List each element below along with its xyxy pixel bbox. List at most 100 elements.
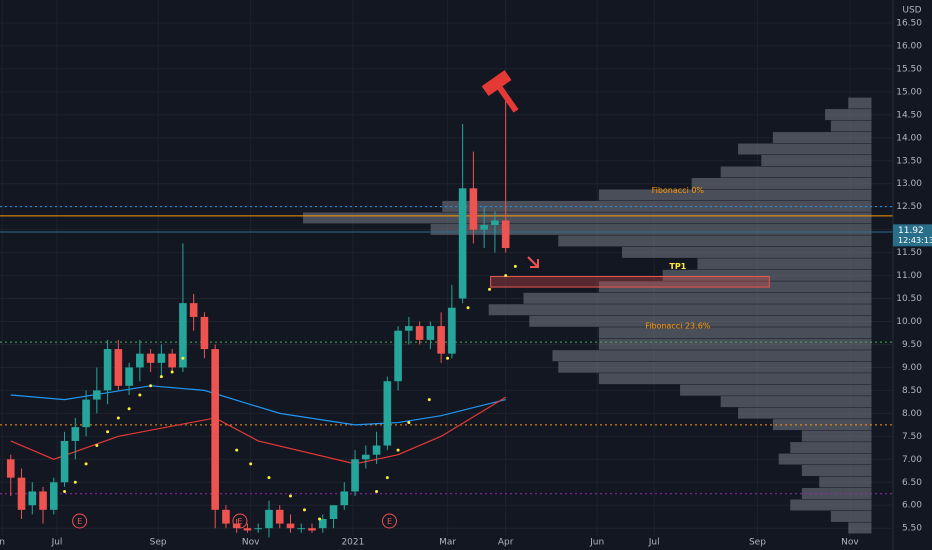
volume-profile-bar: [662, 269, 872, 281]
volume-profile-bar: [830, 120, 872, 132]
sar-dot: [385, 476, 389, 480]
volume-profile-bar: [778, 453, 872, 465]
volume-profile-bar: [720, 396, 872, 408]
candle-body: [383, 381, 392, 446]
y-tick-label: 5.50: [902, 524, 922, 534]
x-tick-label: Mar: [439, 538, 456, 548]
y-tick-label: 8.50: [902, 386, 922, 396]
candle-body: [6, 459, 15, 478]
y-tick-label: 6.50: [902, 478, 922, 488]
sar-dot: [63, 489, 67, 493]
candle-body: [448, 307, 456, 354]
sar-dot: [159, 375, 163, 379]
volume-profile-bar: [772, 132, 872, 144]
earnings-label: E: [237, 517, 242, 526]
sar-dot: [375, 489, 379, 493]
y-tick-label: 15.50: [896, 64, 922, 74]
sar-dot: [407, 421, 411, 425]
y-tick-label: 10.50: [896, 294, 922, 304]
y-tick-label: 16.50: [896, 18, 922, 28]
candle-body: [39, 491, 47, 510]
volume-profile-bar: [801, 430, 872, 442]
volume-profile-bar: [738, 407, 872, 419]
candle-body: [211, 349, 219, 510]
sar-dot: [73, 480, 77, 484]
candle-body: [394, 330, 402, 382]
y-tick-label: 12.50: [896, 202, 922, 212]
sar-dot: [149, 384, 153, 388]
volume-profile-bar: [552, 350, 872, 362]
y-tick-label: 15.00: [896, 87, 922, 97]
candle-body: [275, 509, 284, 524]
y-tick-label: 14.50: [896, 110, 922, 120]
candle-body: [469, 188, 478, 230]
volume-profile-bar: [598, 189, 872, 201]
tp-zone: [490, 275, 770, 288]
volume-profile-bar: [691, 177, 872, 189]
last-price-box: [893, 224, 932, 247]
candle-body: [405, 326, 413, 331]
last-price-label: 11.92: [898, 226, 924, 236]
candle-body: [17, 477, 26, 510]
x-tick-label: n: [0, 538, 5, 548]
sar-dot: [181, 356, 185, 360]
volume-profile-bar: [558, 235, 872, 247]
sar-dot: [235, 448, 239, 452]
candle-body: [286, 523, 295, 529]
x-tick-label: Sep: [150, 538, 167, 548]
candle-body: [157, 353, 166, 363]
candle-body: [232, 523, 241, 529]
candle-body: [103, 349, 112, 391]
y-tick-label: 9.00: [902, 363, 922, 373]
volume-profile-bar: [488, 304, 872, 316]
sar-dot: [427, 398, 431, 402]
sar-dot: [106, 430, 110, 434]
earnings-marker: [381, 513, 397, 529]
x-tick-label: Apr: [498, 538, 514, 548]
candle-body: [265, 509, 273, 529]
candle-body: [308, 528, 316, 531]
volume-profile-bar: [830, 510, 872, 522]
volume-profile-bar: [680, 384, 872, 396]
sar-dot: [267, 476, 271, 480]
candle-body: [480, 225, 488, 230]
x-tick-label: Jun: [589, 538, 604, 548]
y-tick-label: 8.00: [902, 409, 922, 419]
y-tick-label: 13.50: [896, 156, 922, 166]
volume-profile-bar: [772, 419, 872, 431]
sar-dot: [288, 494, 292, 498]
candle-body: [297, 528, 306, 530]
x-tick-label: Nov: [841, 538, 859, 548]
candle-body: [243, 528, 252, 531]
sar-dot: [138, 393, 142, 397]
x-tick-label: Nov: [242, 538, 260, 548]
candle-body: [222, 509, 230, 524]
y-tick-label: 13.00: [896, 179, 922, 189]
volume-profile-bar: [558, 361, 872, 373]
sar-dot: [466, 306, 470, 310]
earnings-label: E: [387, 517, 392, 526]
candle-body: [179, 303, 187, 368]
volume-profile-bar: [598, 338, 872, 350]
y-tick-label: 9.50: [902, 340, 922, 350]
volume-profile-bar: [598, 327, 872, 339]
volume-profile-bar: [697, 258, 872, 270]
x-tick-label: Jul: [51, 538, 63, 548]
hammer-icon: [481, 70, 519, 113]
y-tick-label: 11.00: [896, 271, 922, 281]
sar-dot: [488, 287, 492, 291]
sar-dot: [249, 462, 253, 466]
candle-body: [71, 427, 80, 441]
volume-profile-bar: [819, 476, 872, 488]
earnings-marker: [72, 513, 88, 529]
y-tick-label: 11.50: [896, 248, 922, 258]
candle-body: [362, 454, 370, 460]
arrow-icon: [527, 256, 539, 268]
candle-body: [351, 459, 359, 492]
sar-dot: [513, 264, 517, 268]
sar-dot: [396, 448, 400, 452]
earnings-marker: [232, 513, 248, 529]
volume-profile-bar: [790, 499, 872, 511]
candle-body: [60, 440, 69, 483]
